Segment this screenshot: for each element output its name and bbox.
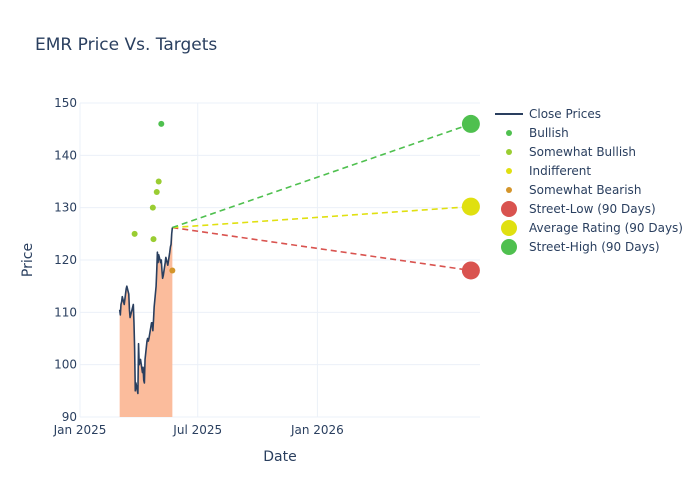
rating-point: [131, 230, 138, 237]
y-tick-label: 90: [62, 410, 77, 424]
x-tick-label: Jan 2026: [290, 423, 344, 437]
rating-points-layer: [131, 120, 176, 274]
x-tick-label: Jul 2025: [172, 423, 222, 437]
target-line: [172, 205, 471, 229]
legend-swatch: [501, 239, 517, 255]
legend-label: Average Rating (90 Days): [529, 221, 683, 235]
legend-label: Somewhat Bearish: [529, 183, 641, 197]
legend-swatch: [501, 201, 517, 217]
legend-label: Indifferent: [529, 164, 591, 178]
x-axis-title: Date: [263, 449, 296, 465]
target-line: [172, 226, 472, 272]
rating-point: [169, 267, 176, 274]
legend-swatch: [506, 149, 512, 155]
close-price-line: [118, 227, 174, 395]
legend-swatch: [506, 168, 512, 174]
y-tick-label: 110: [54, 305, 77, 319]
legend-label: Close Prices: [529, 107, 601, 121]
close-price-line-layer: [118, 227, 174, 395]
target-marker: [461, 197, 480, 216]
y-tick-label: 120: [54, 253, 77, 267]
rating-point: [155, 178, 162, 185]
y-tick-label: 140: [54, 148, 77, 162]
rating-point: [149, 204, 156, 211]
rating-point: [150, 236, 157, 243]
legend-swatch: [506, 187, 512, 193]
x-axis-ticks: Jan 2025 Jul 2025 Jan 2026: [53, 423, 344, 437]
target-markers-layer: [461, 114, 480, 280]
y-tick-label: 150: [54, 96, 77, 110]
y-tick-label: 100: [54, 358, 77, 372]
legend-label: Street-High (90 Days): [529, 240, 660, 254]
close-price-area: [119, 227, 173, 417]
legend-label: Bullish: [529, 126, 569, 140]
legend-swatch: [506, 130, 512, 136]
target-marker: [461, 114, 480, 133]
y-axis-title: Price: [20, 243, 36, 277]
close-price-area-layer: [119, 227, 173, 417]
legend-label: Street-Low (90 Days): [529, 202, 656, 216]
target-lines-layer: [172, 123, 472, 272]
chart-title: EMR Price Vs. Targets: [35, 35, 217, 55]
y-tick-label: 130: [54, 201, 77, 215]
y-axis-ticks: 90 100 110 120 130 140 150: [54, 96, 77, 424]
legend-label: Somewhat Bullish: [529, 145, 636, 159]
legend: Close Prices Bullish Somewhat Bullish Indif…: [495, 107, 683, 255]
rating-point: [158, 120, 165, 127]
legend-swatch: [501, 220, 517, 236]
target-marker: [461, 261, 480, 280]
target-line: [172, 123, 472, 229]
x-tick-label: Jan 2025: [53, 423, 107, 437]
rating-point: [153, 188, 160, 195]
